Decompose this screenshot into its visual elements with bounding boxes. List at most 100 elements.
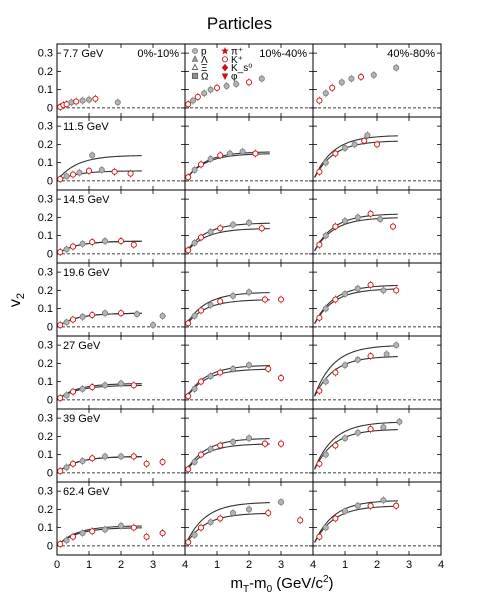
data-point-meson [185, 393, 192, 400]
x-tick-label: 2 [246, 559, 252, 571]
data-point-baryon [370, 71, 377, 79]
energy-label: 27 GeV [63, 340, 101, 352]
data-point-baryon [79, 240, 86, 247]
data-point-baryon [207, 301, 214, 309]
legend-label: Λ [201, 55, 208, 66]
data-point-baryon [79, 530, 86, 537]
data-point-meson [92, 95, 99, 102]
data-point-baryon [229, 509, 237, 517]
data-point-baryon [341, 217, 349, 225]
y-tick-label: 0.1 [38, 157, 53, 169]
panel-frame [312, 262, 442, 337]
data-point-meson [332, 150, 339, 157]
data-point-baryon [191, 458, 198, 465]
energy-label: 19.6 GeV [63, 267, 110, 279]
data-point-baryon [101, 310, 109, 317]
fit-curve [314, 429, 398, 470]
data-point-meson [217, 225, 224, 232]
data-point-baryon [191, 531, 198, 538]
data-point-meson [159, 530, 166, 537]
data-point-baryon [393, 342, 400, 349]
data-point-baryon [354, 285, 361, 292]
data-point-meson [332, 369, 339, 376]
fit-curve [58, 155, 142, 180]
data-point-meson [393, 287, 400, 294]
data-point-baryon [207, 155, 214, 163]
y-tick-label: 0.3 [38, 267, 53, 279]
data-point-meson [57, 394, 64, 402]
panel-2-2 [312, 189, 442, 264]
panel-1-0: 0 0.1 0.2 0.3 11.5 GeV [38, 116, 186, 191]
y-tick-label: 0.2 [38, 504, 53, 516]
y-tick-label: 0.3 [38, 340, 53, 352]
panel-4-2 [312, 335, 442, 410]
panel-frame [184, 116, 314, 191]
panel-6-1: 1 2 3 4 [184, 481, 316, 571]
data-point-baryon [133, 311, 141, 318]
y-tick-label: 0.1 [38, 230, 53, 242]
data-point-meson [245, 79, 253, 86]
data-point-meson [316, 168, 323, 175]
data-point-meson [57, 541, 64, 548]
data-point-baryon [354, 429, 361, 436]
data-point-baryon [207, 373, 214, 380]
data-point-baryon [191, 166, 198, 173]
y-tick-label: 0 [47, 102, 53, 114]
legend-marker-triangle-down [221, 73, 229, 81]
data-point-baryon [322, 378, 329, 385]
panel-4-1 [184, 335, 314, 410]
data-point-meson [367, 210, 374, 217]
legend-marker-diamond [221, 63, 229, 72]
data-point-baryon [101, 238, 109, 245]
panel-3-0: 0 0.1 0.2 0.3 19.6 GeV [38, 262, 186, 337]
panel-frame [184, 335, 314, 410]
data-point-meson [197, 378, 205, 385]
data-point-baryon [189, 97, 197, 104]
data-point-baryon [229, 221, 237, 228]
y-tick-label: 0 [47, 394, 53, 406]
data-point-meson [389, 223, 397, 230]
data-point-meson [217, 298, 224, 305]
centrality-label: 40%-80% [387, 48, 435, 60]
data-point-meson [367, 353, 374, 360]
data-point-baryon [159, 312, 166, 319]
data-point-meson [89, 384, 96, 391]
data-point-baryon [341, 362, 349, 369]
fit-curve [314, 421, 398, 470]
panel-5-2 [312, 408, 442, 483]
data-point-baryon [245, 362, 253, 369]
energy-label: 11.5 GeV [63, 121, 109, 133]
data-point-baryon [79, 313, 86, 320]
data-point-baryon [364, 132, 371, 139]
data-point-baryon [63, 392, 70, 399]
panel-frame [312, 189, 442, 264]
data-point-baryon [63, 464, 70, 471]
data-point-baryon [245, 289, 253, 296]
data-point-baryon [63, 537, 70, 544]
data-point-meson [367, 426, 374, 433]
legend-item: K_s⁰ [221, 63, 252, 74]
panel-3-2 [312, 262, 442, 337]
panel-6-2: 1 2 3 4 [312, 481, 444, 571]
panel-0-2: 40%-80% [312, 43, 442, 118]
panel-0-0: 0 0.1 0.2 0.3 7.7 GeV 0%-10% [38, 43, 186, 118]
data-point-baryon [79, 97, 86, 104]
panel-2-0: 0 0.1 0.2 0.3 14.5 GeV [38, 189, 186, 264]
y-tick-label: 0.1 [38, 376, 53, 388]
y-tick-label: 0.3 [38, 48, 53, 60]
legend-item: φ [221, 71, 238, 82]
data-point-baryon [79, 457, 86, 465]
fit-curve [314, 505, 398, 543]
data-point-meson [69, 171, 77, 178]
legend-marker-star [221, 47, 229, 55]
data-point-baryon [207, 228, 214, 236]
data-point-baryon [191, 312, 198, 319]
data-point-baryon [322, 451, 329, 458]
data-point-baryon [229, 292, 237, 299]
panel-1-2 [312, 116, 442, 191]
legend-label: Ξ [201, 63, 208, 74]
data-point-meson [89, 238, 96, 246]
legend-label: K_s⁰ [231, 63, 252, 74]
data-point-baryon [229, 438, 237, 445]
